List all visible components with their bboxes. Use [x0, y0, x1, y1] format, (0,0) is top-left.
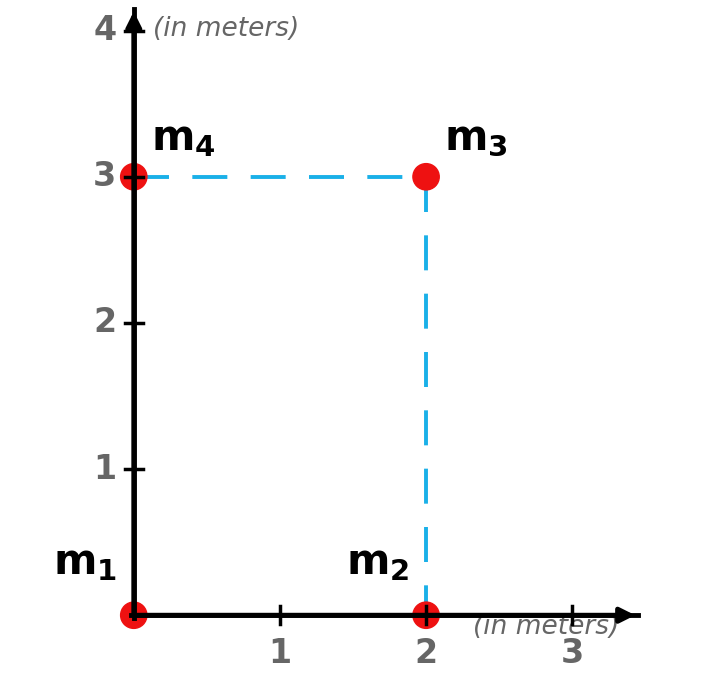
Text: $\mathbf{m}$$_\mathbf{2}$: $\mathbf{m}$$_\mathbf{2}$ [346, 541, 409, 583]
Circle shape [121, 602, 147, 629]
Text: 3: 3 [93, 160, 116, 193]
Text: 1: 1 [93, 452, 116, 486]
Text: 1: 1 [268, 637, 292, 670]
Circle shape [413, 602, 439, 629]
Text: 2: 2 [93, 307, 116, 339]
Text: (in meters): (in meters) [473, 614, 619, 640]
Circle shape [413, 164, 439, 190]
Text: $\mathbf{m}$$_\mathbf{3}$: $\mathbf{m}$$_\mathbf{3}$ [443, 117, 508, 159]
Text: 2: 2 [414, 637, 438, 670]
Text: $\mathbf{m}$$_\mathbf{1}$: $\mathbf{m}$$_\mathbf{1}$ [54, 541, 117, 583]
Text: 3: 3 [561, 637, 584, 670]
Text: (in meters): (in meters) [152, 16, 299, 42]
Text: 4: 4 [93, 14, 116, 47]
Text: $\mathbf{m}$$_\mathbf{4}$: $\mathbf{m}$$_\mathbf{4}$ [151, 117, 216, 159]
Circle shape [121, 164, 147, 190]
